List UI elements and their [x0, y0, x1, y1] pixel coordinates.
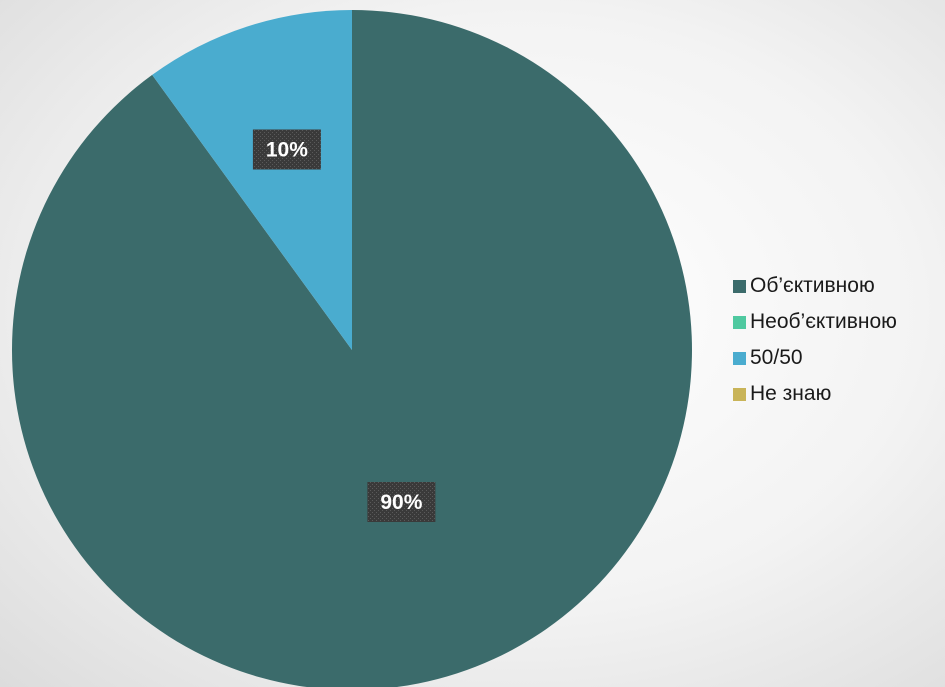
data-label-text: 10%: [266, 139, 308, 162]
legend-swatch: [733, 387, 746, 401]
legend-item-non-objective: Необ’єктивною: [733, 304, 943, 340]
legend-swatch: [733, 279, 746, 293]
data-label-box: [252, 129, 321, 170]
data-label-2: 10%: [252, 129, 321, 170]
legend-item-dont-know: Не знаю: [733, 376, 943, 412]
legend-label: Необ’єктивною: [750, 310, 897, 333]
legend-swatch: [733, 315, 746, 329]
legend: Об’єктивною Необ’єктивною 50/50 Не знаю: [733, 268, 943, 412]
data-label-box: [367, 482, 436, 522]
legend-item-objective: Об’єктивною: [733, 268, 943, 304]
data-label-0: 90%: [367, 482, 436, 522]
pie-slices: [11, 10, 692, 687]
pie-slice-0: [11, 10, 692, 687]
legend-swatch: [733, 351, 746, 365]
legend-label: 50/50: [750, 346, 803, 369]
pie-slice-2: [152, 10, 352, 350]
legend-label: Об’єктивною: [750, 274, 875, 297]
legend-label: Не знаю: [750, 382, 832, 405]
data-label-text: 90%: [380, 491, 422, 514]
pie-data-labels: 90% 10%: [252, 129, 436, 522]
legend-item-fifty-fifty: 50/50: [733, 340, 943, 376]
